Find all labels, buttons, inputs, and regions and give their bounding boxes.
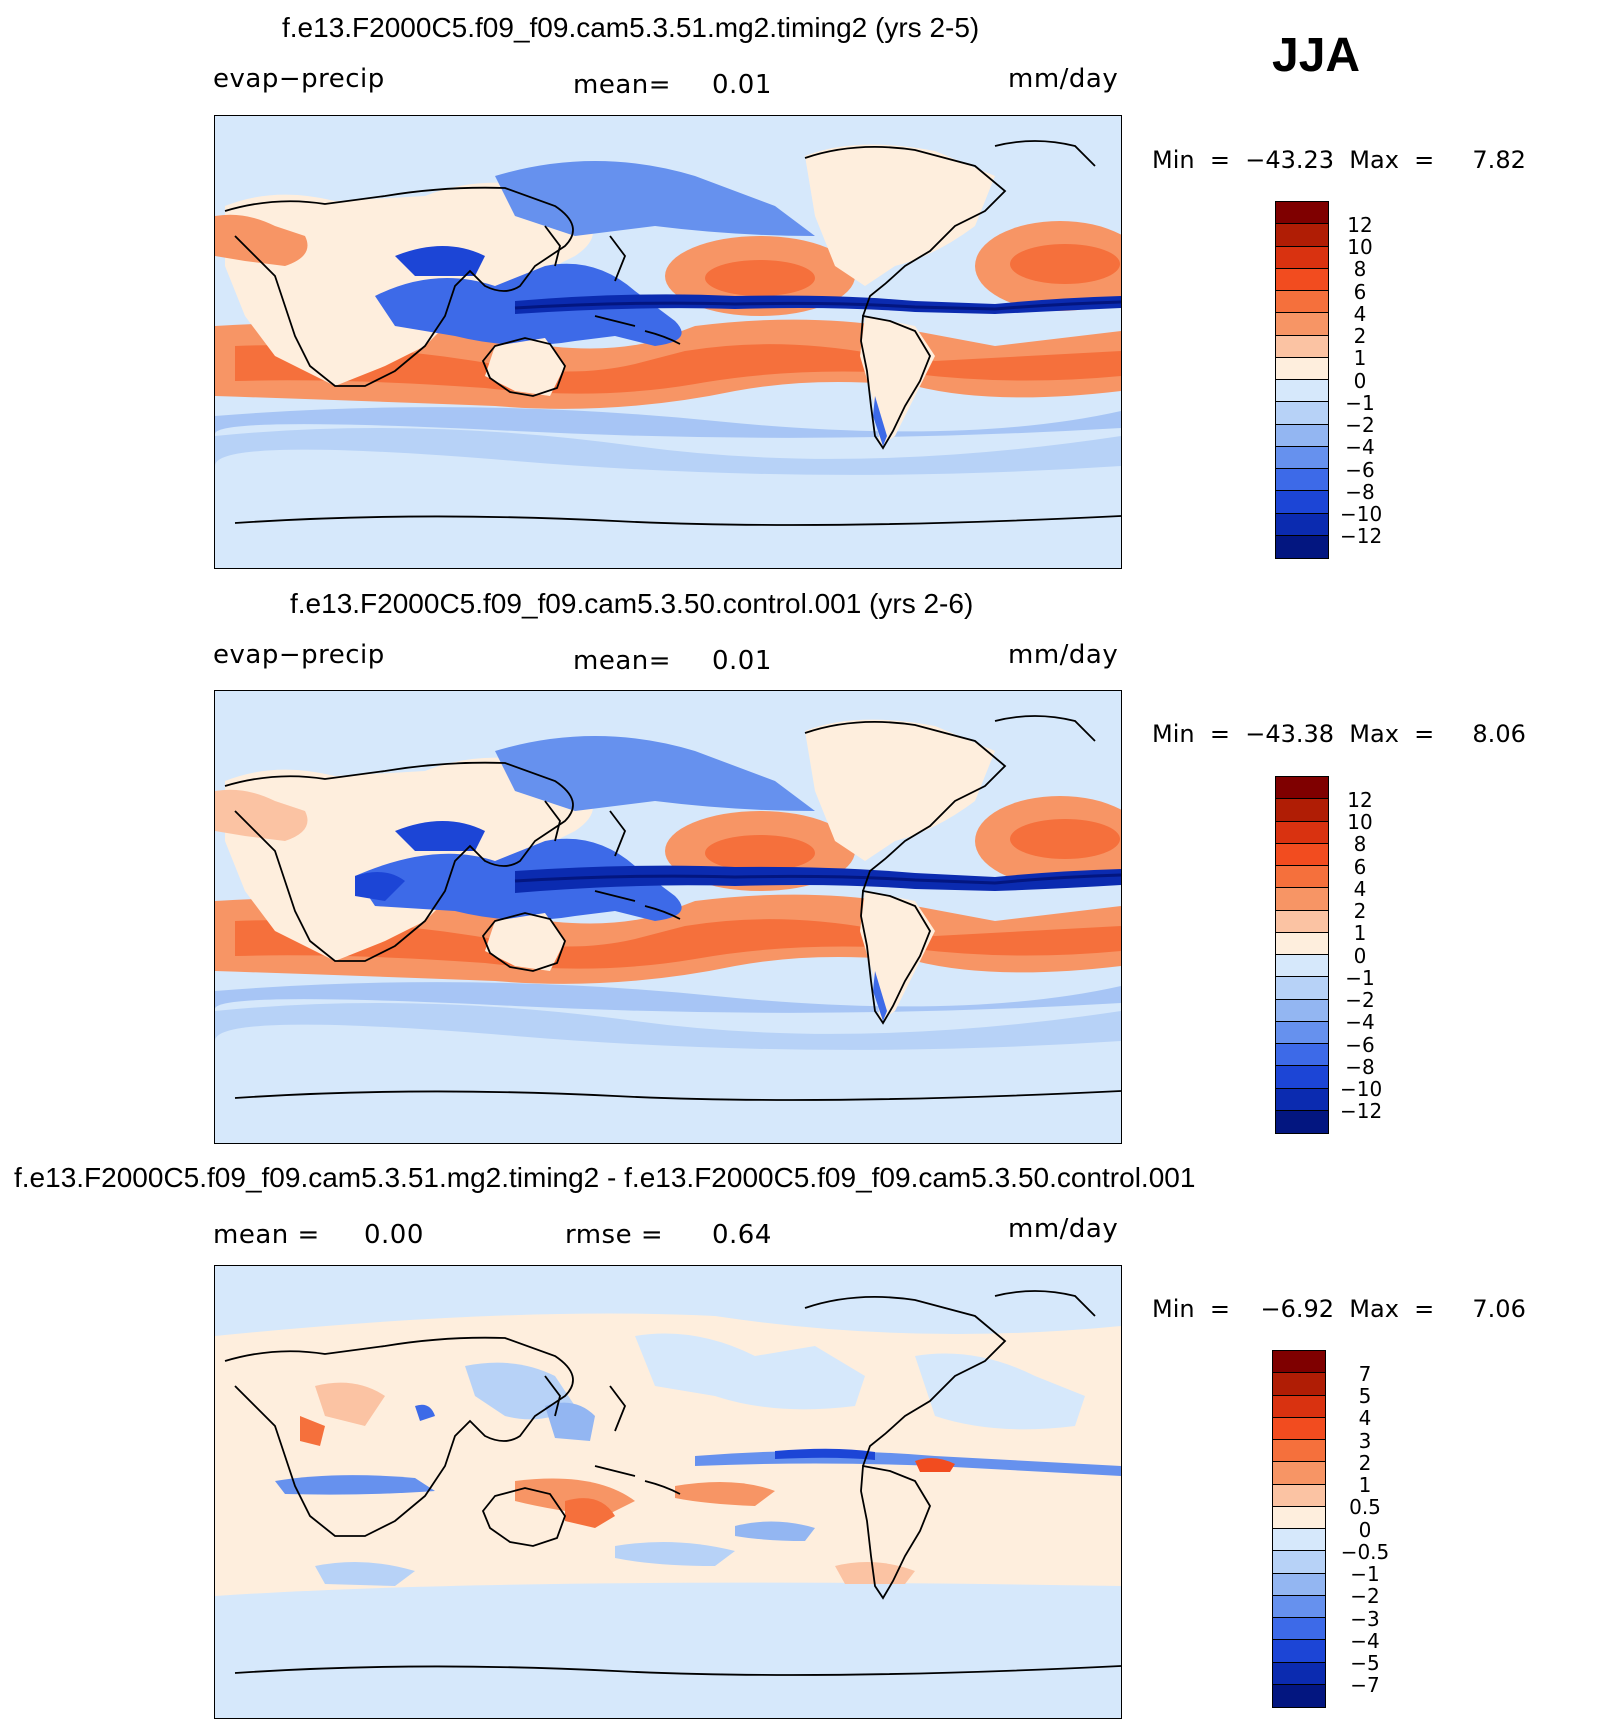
panel-2-colorbar	[1275, 776, 1329, 1134]
season-label: JJA	[1272, 29, 1361, 82]
panel-1-mean-value: 0.01	[712, 70, 772, 100]
panel-1-colorbar-label: −4	[1345, 435, 1375, 459]
panel-3-mean-label: mean =	[213, 1220, 320, 1250]
panel-1-colorbar-label: 8	[1353, 257, 1367, 281]
panel-1-colorbar-label: 4	[1353, 302, 1367, 326]
panel-2-colorbar-label: 4	[1353, 877, 1367, 901]
panel-2-colorbar-label: −2	[1345, 988, 1375, 1012]
panel-1-units: mm/day	[1008, 64, 1119, 94]
panel-2-colorbar-label: −10	[1340, 1077, 1383, 1101]
panel-2-title: f.e13.F2000C5.f09_f09.cam5.3.50.control.…	[290, 588, 974, 619]
panel-3-mean-value: 0.00	[364, 1220, 424, 1250]
panel-1-minmax: Min = −43.23 Max = 7.82	[1152, 146, 1526, 174]
panel-3-colorbar-label: −0.5	[1340, 1540, 1390, 1564]
panel-1-colorbar-label: 1	[1353, 346, 1367, 370]
panel-1-title: f.e13.F2000C5.f09_f09.cam5.3.51.mg2.timi…	[282, 12, 980, 43]
panel-3-minmax: Min = −6.92 Max = 7.06	[1152, 1295, 1526, 1323]
panel-3-rmse-value: 0.64	[712, 1220, 772, 1250]
panel-3-colorbar-label: −4	[1350, 1629, 1380, 1653]
panel-2-colorbar-label: 2	[1353, 899, 1367, 923]
panel-1-variable-label: evap−precip	[213, 64, 385, 94]
panel-3-colorbar-label: 7	[1358, 1362, 1372, 1386]
panel-3-colorbar-label: 0	[1358, 1518, 1372, 1542]
panel-3-colorbar-label: 0.5	[1349, 1495, 1381, 1519]
panel-3-rmse-label: rmse =	[565, 1220, 664, 1250]
panel-3-units: mm/day	[1008, 1214, 1119, 1244]
panel-2-variable-label: evap−precip	[213, 640, 385, 670]
panel-3-colorbar-label: −5	[1350, 1651, 1380, 1675]
panel-3-colorbar-label: −1	[1350, 1562, 1380, 1586]
panel-3-colorbar-label: 1	[1358, 1473, 1372, 1497]
panel-1-colorbar-label: −12	[1340, 524, 1383, 548]
panel-3-colorbar-label: 2	[1358, 1451, 1372, 1475]
panel-3-title: f.e13.F2000C5.f09_f09.cam5.3.51.mg2.timi…	[14, 1162, 1196, 1193]
panel-1-colorbar-label: 0	[1353, 369, 1367, 393]
panel-1-colorbar-label: 10	[1347, 235, 1373, 259]
panel-3-map	[214, 1265, 1122, 1719]
panel-2-colorbar-label: −12	[1340, 1099, 1383, 1123]
panel-2-colorbar-label: −1	[1345, 966, 1375, 990]
panel-1-colorbar	[1275, 201, 1329, 559]
panel-2-units: mm/day	[1008, 640, 1119, 670]
panel-2-colorbar-label: 10	[1347, 810, 1373, 834]
panel-1-colorbar-label: 6	[1353, 280, 1367, 304]
panel-3-colorbar-label: −3	[1350, 1607, 1380, 1631]
panel-1-colorbar-label: −8	[1345, 480, 1375, 504]
panel-3-colorbar	[1272, 1350, 1326, 1708]
panel-3-colorbar-label: 4	[1358, 1406, 1372, 1430]
panel-2-mean-label: mean=	[573, 646, 672, 676]
panel-2-minmax: Min = −43.38 Max = 8.06	[1152, 720, 1526, 748]
panel-2-map	[214, 690, 1122, 1144]
panel-2-colorbar-label: −4	[1345, 1010, 1375, 1034]
panel-2-mean-value: 0.01	[712, 646, 772, 676]
panel-1-colorbar-label: 2	[1353, 324, 1367, 348]
panel-1-colorbar-label: −1	[1345, 391, 1375, 415]
panel-2-colorbar-label: −8	[1345, 1055, 1375, 1079]
panel-3-colorbar-label: −2	[1350, 1584, 1380, 1608]
panel-3-colorbar-label: −7	[1350, 1673, 1380, 1697]
panel-1-mean-label: mean=	[573, 70, 672, 100]
panel-3-colorbar-label: 5	[1358, 1384, 1372, 1408]
panel-2-colorbar-label: 6	[1353, 855, 1367, 879]
panel-2-colorbar-label: 1	[1353, 921, 1367, 945]
panel-2-colorbar-label: 0	[1353, 944, 1367, 968]
panel-3-colorbar-label: 3	[1358, 1429, 1372, 1453]
panel-1-colorbar-label: −2	[1345, 413, 1375, 437]
panel-2-colorbar-label: −6	[1345, 1033, 1375, 1057]
panel-1-map	[214, 115, 1122, 569]
panel-2-colorbar-label: 12	[1347, 788, 1373, 812]
panel-2-colorbar-label: 8	[1353, 832, 1367, 856]
panel-1-colorbar-label: 12	[1347, 213, 1373, 237]
panel-1-colorbar-label: −10	[1340, 502, 1383, 526]
panel-1-colorbar-label: −6	[1345, 458, 1375, 482]
